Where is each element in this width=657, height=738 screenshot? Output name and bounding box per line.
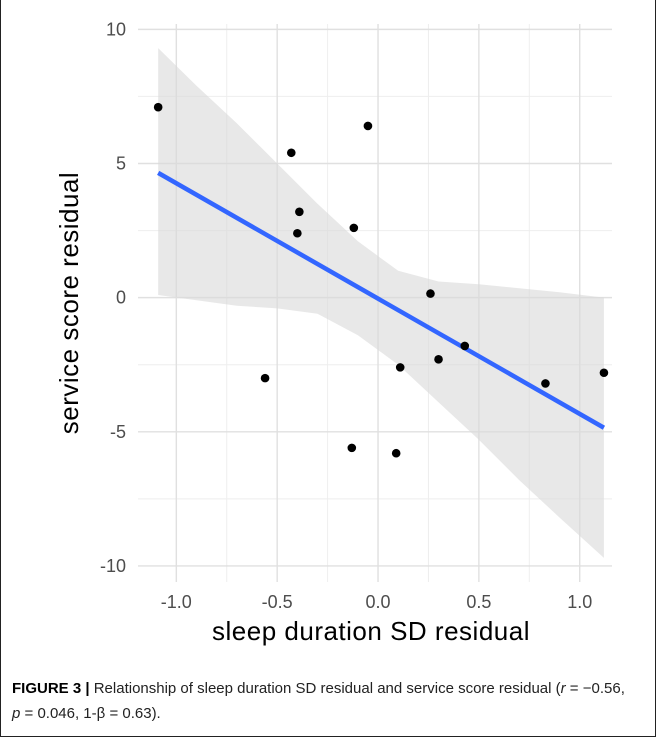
caption-p-value: = 0.046, 1-β = 0.63). [20,705,161,722]
y-tick-label: 5 [116,154,126,174]
data-point [349,223,359,233]
data-point [347,443,357,453]
figure-label: FIGURE 3 | [12,680,90,697]
y-tick-label: -5 [110,422,126,442]
confidence-band [158,48,604,558]
fit-line-group [157,170,606,430]
caption-p-symbol: p [12,705,21,722]
data-point [395,363,405,372]
y-axis-title: service score residual [54,172,84,434]
scatter-chart: -1.0 -0.5 0.0 0.5 1.0 -10 -5 0 5 10 sleep duratio… [54,19,612,646]
tick-labels: -1.0 -0.5 0.0 0.5 1.0 -10 -5 0 5 10 [100,19,592,612]
data-point [599,368,609,378]
data-point [541,379,550,388]
data-points [153,102,609,458]
confidence-band-group [158,48,604,558]
y-tick-label: -10 [100,556,126,576]
caption-r-symbol: r [560,680,566,697]
data-point [286,148,296,158]
data-point [153,102,163,112]
data-point [426,289,435,298]
caption-r-value: = −0.56, [565,680,625,697]
data-point [293,228,302,238]
data-point [363,121,373,131]
x-tick-label: 1.0 [567,592,592,612]
x-tick-label: 0.5 [466,592,491,612]
data-point [391,448,401,458]
data-point [260,373,270,383]
figure-caption: FIGURE 3 | Relationship of sleep duratio… [12,676,632,726]
x-tick-label: -0.5 [262,592,293,612]
x-tick-label: 0.0 [366,592,391,612]
y-tick-label: 10 [106,19,126,39]
regression-line [157,170,606,430]
x-tick-label: -1.0 [161,592,192,612]
y-tick-label: 0 [116,288,126,308]
data-point [434,355,443,364]
data-point [295,207,304,217]
x-axis-title: sleep duration SD residual [212,616,530,646]
caption-text: Relationship of sleep duration SD residu… [89,680,561,697]
data-point [460,341,470,351]
